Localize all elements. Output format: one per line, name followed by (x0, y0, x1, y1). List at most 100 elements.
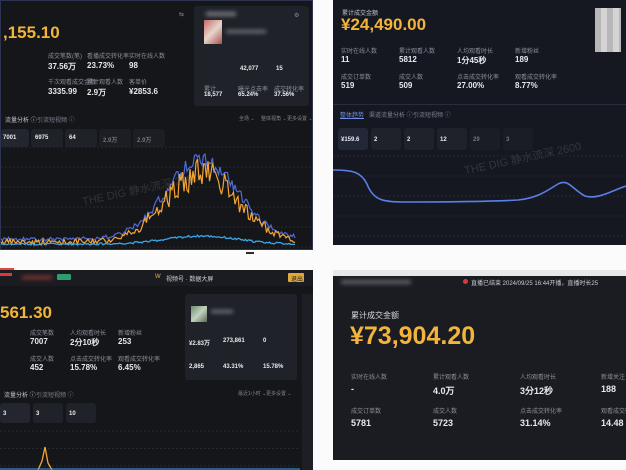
stat-card[interactable]: 7001 (1, 129, 29, 147)
metric-value: 253 (118, 337, 132, 346)
logo-icon: W (155, 274, 161, 280)
metric-label: 成交笔数(笔) (48, 54, 82, 60)
metric-label: 人均观看时长 (520, 375, 557, 381)
metric-value: 31.14% (520, 418, 551, 428)
stat-card[interactable]: 3 (33, 403, 63, 423)
stat-value: 29 (473, 137, 480, 143)
metric-value: ¥2853.6 (129, 87, 158, 96)
dashboard-panel-bottom-right: 直播已结束 2024/09/25 16:44开播，直播时长25 累计成交金额 ¥… (333, 270, 626, 460)
metric-value: 1分45秒 (457, 56, 487, 65)
metric-value: 7007 (30, 337, 48, 346)
anchor-card: ⚙ 42,077 15 累计 18,577 曝光点击率 65.24% 成交转化率… (194, 6, 309, 106)
stat-card[interactable]: 2 (371, 128, 401, 150)
tab-traffic[interactable]: 流量分析 ⓘ (5, 118, 37, 124)
metric-label: 人均观看时长 (457, 49, 494, 55)
stat-card[interactable]: 12 (437, 128, 467, 150)
stat-card[interactable]: 10 (66, 403, 96, 423)
metric-value: 98 (129, 61, 138, 70)
stat-value: 2 (407, 137, 411, 143)
exit-button[interactable]: 退出 (288, 273, 304, 283)
metric-value: 452 (30, 363, 44, 372)
metric-value: 14.48 (601, 418, 624, 428)
tab-short-video[interactable]: 引流短视频 ⓘ (36, 393, 74, 399)
stat-card[interactable]: 2 (404, 128, 434, 150)
traffic-chart (1, 146, 312, 248)
metric-value: 5723 (433, 418, 454, 428)
metric-value: 65.24% (238, 92, 259, 98)
metric-value: 15.78% (263, 364, 284, 370)
total-amount: ¥24,490.00 (341, 15, 427, 34)
tab-overall-trend[interactable]: 整体趋势 (340, 113, 365, 119)
series-line-cyan (1, 234, 295, 246)
metric-value: 3335.99 (48, 87, 77, 96)
metric-label: 曝光点击率 (238, 87, 269, 93)
stat-card[interactable]: 64 (65, 129, 97, 147)
divider (333, 104, 626, 105)
metric-label: 成交笔数 (30, 331, 55, 337)
stat-value: 3 (36, 411, 40, 417)
metric-value: 519 (341, 81, 355, 90)
metric-value: 2.9万 (87, 88, 107, 97)
total-amount: ,155.10 (3, 23, 60, 42)
stat-card[interactable]: 2.9万 (99, 129, 131, 147)
stat-card[interactable]: 2.9万 (133, 129, 165, 147)
stat-card[interactable]: 3 (503, 128, 533, 150)
metric-label: 观看成交转化率 (515, 75, 558, 81)
panel-title: 累计成交金额 (351, 311, 399, 320)
dropdown-view[interactable]: 整体视角 ⌄ (261, 116, 287, 122)
tab-channel-traffic[interactable]: 渠道流量分析 ⓘ (369, 113, 413, 119)
refresh-icon[interactable]: ⇆ (179, 12, 185, 18)
stat-value: 2.9万 (103, 138, 118, 144)
metric-label: 新增关注 (601, 375, 626, 381)
blurred-status (22, 276, 52, 279)
dropdown-more[interactable]: 更多设置 ⌄ (287, 116, 313, 122)
tab-traffic[interactable]: 流量分析 ⓘ (4, 393, 36, 399)
stat-value: 6975 (35, 135, 49, 141)
blurred-name (206, 12, 236, 16)
metric-value: 37.56% (274, 92, 295, 98)
metric-value: 11 (341, 55, 350, 64)
status-badge (57, 274, 71, 280)
metric-label: 累计观看人数 (87, 80, 124, 86)
traffic-chart (0, 430, 300, 470)
trend-line (333, 169, 626, 203)
metric-value: 3分12秒 (520, 386, 554, 396)
metric-value: 189 (515, 55, 529, 64)
blurred-title (341, 280, 411, 284)
stat-card[interactable]: 3 (0, 403, 30, 423)
stat-card[interactable]: 29 (470, 128, 500, 150)
decor-mark (0, 268, 14, 270)
stat-card[interactable]: 6975 (31, 129, 63, 147)
metric-label: 成交人数 (399, 75, 424, 81)
tab-underline (340, 118, 364, 119)
exit-button-label: 退出 (291, 277, 304, 283)
stat-value: 10 (69, 411, 76, 417)
metric-value: 4.0万 (433, 386, 455, 396)
metric-value: 15 (276, 66, 283, 72)
total-amount: ¥73,904.20 (350, 322, 476, 350)
header-title: 视频号 · 数据大屏 (166, 277, 214, 283)
metric-value: 43.31% (223, 364, 244, 370)
metric-value: 188 (601, 384, 617, 394)
settings-icon[interactable]: ⚙ (294, 13, 300, 19)
metric-label: 累计观看人数 (399, 49, 436, 55)
dropdown-scene[interactable]: 全场 ⌄ (239, 116, 255, 122)
stat-value: 3 (506, 137, 510, 143)
dropdown-more[interactable]: 更多设置 ⌄ (266, 391, 292, 397)
stat-card[interactable]: ¥159.6 (338, 128, 368, 150)
metric-label: 成交转化率 (274, 87, 305, 93)
avatar (204, 20, 222, 44)
tab-short-video[interactable]: 引流短视频 ⓘ (37, 118, 75, 124)
metric-value: 23.73% (87, 61, 115, 70)
metric-value: 273,861 (223, 338, 245, 344)
metric-value: 6.45% (118, 363, 141, 372)
panel-title: 累计成交金额 (342, 11, 379, 17)
metric-value: 42,077 (240, 66, 259, 72)
metric-label: 观看成交转化率 (118, 357, 161, 363)
metric-label: 点击成交转化率 (457, 75, 500, 81)
dropdown-time[interactable]: 最近1小时 ⌄ (238, 391, 267, 397)
total-amount: 561.30 (0, 303, 52, 322)
blurred-name (211, 310, 233, 313)
tab-short-video[interactable]: 引流短视频 ⓘ (413, 113, 451, 119)
metric-label: 观看成交转化率 (601, 409, 626, 415)
